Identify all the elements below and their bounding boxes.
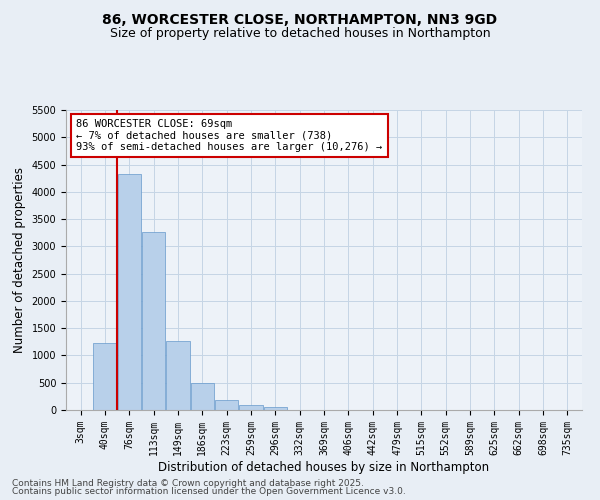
X-axis label: Distribution of detached houses by size in Northampton: Distribution of detached houses by size … [158,460,490,473]
Bar [215,400,238,410]
Text: Size of property relative to detached houses in Northampton: Size of property relative to detached ho… [110,28,490,40]
Bar [191,384,214,410]
Bar [264,408,287,410]
Text: 86 WORCESTER CLOSE: 69sqm
← 7% of detached houses are smaller (738)
93% of semi-: 86 WORCESTER CLOSE: 69sqm ← 7% of detach… [76,119,383,152]
Bar [142,232,165,410]
Text: Contains public sector information licensed under the Open Government Licence v3: Contains public sector information licen… [12,487,406,496]
Text: 86, WORCESTER CLOSE, NORTHAMPTON, NN3 9GD: 86, WORCESTER CLOSE, NORTHAMPTON, NN3 9G… [103,12,497,26]
Bar [239,405,263,410]
Bar [118,174,141,410]
Text: Contains HM Land Registry data © Crown copyright and database right 2025.: Contains HM Land Registry data © Crown c… [12,478,364,488]
Bar [166,340,190,410]
Bar [94,343,116,410]
Y-axis label: Number of detached properties: Number of detached properties [13,167,26,353]
